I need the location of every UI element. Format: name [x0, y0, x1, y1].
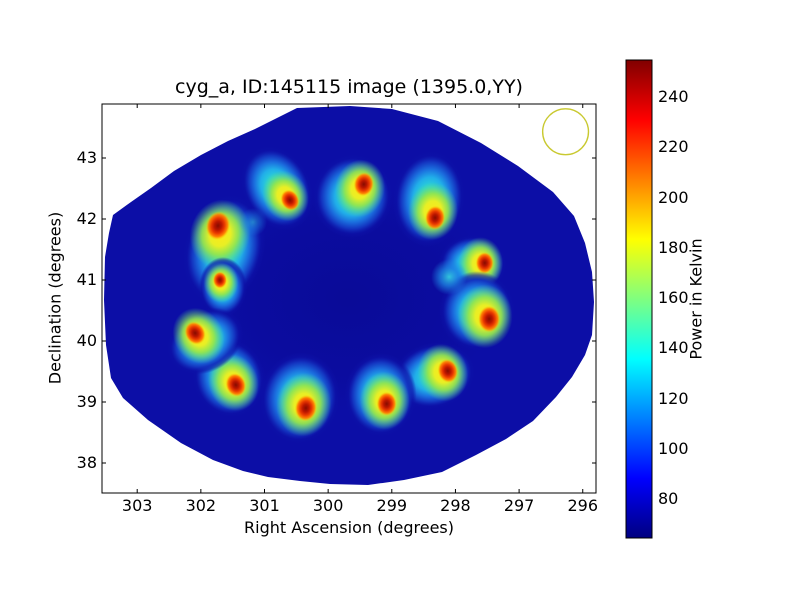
source-core-pointing-2 [212, 271, 227, 289]
source-core-pointing-7 [478, 305, 501, 333]
faint-blob-1 [431, 258, 468, 295]
source-core-pointing-10 [294, 394, 317, 422]
x-axis-label: Right Ascension (degrees) [244, 518, 454, 537]
source-core-pointing-3 [280, 189, 300, 211]
axes-frame [101, 103, 597, 494]
colorbar-tick-label-100: 100 [658, 438, 689, 458]
y-axis-label: Declination (degrees) [45, 211, 65, 385]
source-core-pointing-5 [425, 205, 446, 230]
image-data-layer [167, 146, 516, 444]
colorbar-tick-label-240: 240 [658, 87, 689, 106]
x-tick-label-303: 303 [121, 496, 153, 515]
source-core-pointing-8 [437, 359, 458, 383]
x-tick-label-300: 300 [312, 496, 344, 515]
y-tick-label-39: 39 [76, 392, 97, 411]
source-core-pointing-6 [475, 252, 494, 274]
y-tick-label-41: 41 [76, 270, 97, 289]
colorbar-tick-label-120: 120 [658, 388, 689, 408]
x-tick-label-301: 301 [249, 496, 280, 515]
x-tick-label-296: 296 [567, 496, 599, 515]
y-tick-label-38: 38 [76, 453, 97, 472]
y-tick-label-42: 42 [76, 209, 97, 228]
colorbar-tick-label-80: 80 [658, 489, 679, 508]
source-core-pointing-4 [353, 172, 374, 197]
x-tick-label-297: 297 [503, 496, 535, 515]
colorbar-tick-label-180: 180 [658, 237, 689, 257]
x-tick-label-302: 302 [185, 496, 217, 515]
colorbar-tick-label-160: 160 [658, 288, 689, 307]
colorbar-tick-label-200: 200 [658, 187, 689, 207]
beam-circle [541, 108, 590, 156]
source-core-pointing-11 [225, 373, 247, 397]
colorbar-tick-label-220: 220 [658, 137, 689, 157]
colorbar-gradient [625, 59, 653, 539]
plot-title: cyg_a, ID:145115 image (1395.0,YY) [175, 76, 523, 98]
source-core-pointing-9 [376, 391, 397, 416]
x-tick-label-298: 298 [440, 496, 471, 515]
colorbar-tick-label-140: 140 [658, 338, 689, 358]
faint-blob-2 [239, 208, 268, 237]
y-tick-label-43: 43 [76, 148, 97, 167]
x-tick-label-299: 299 [376, 496, 408, 515]
source-core-pointing-12 [184, 321, 206, 345]
y-tick-label-40: 40 [76, 331, 97, 350]
colorbar-label: Power in Kelvin [686, 238, 706, 360]
source-core-pointing-1 [205, 211, 231, 240]
